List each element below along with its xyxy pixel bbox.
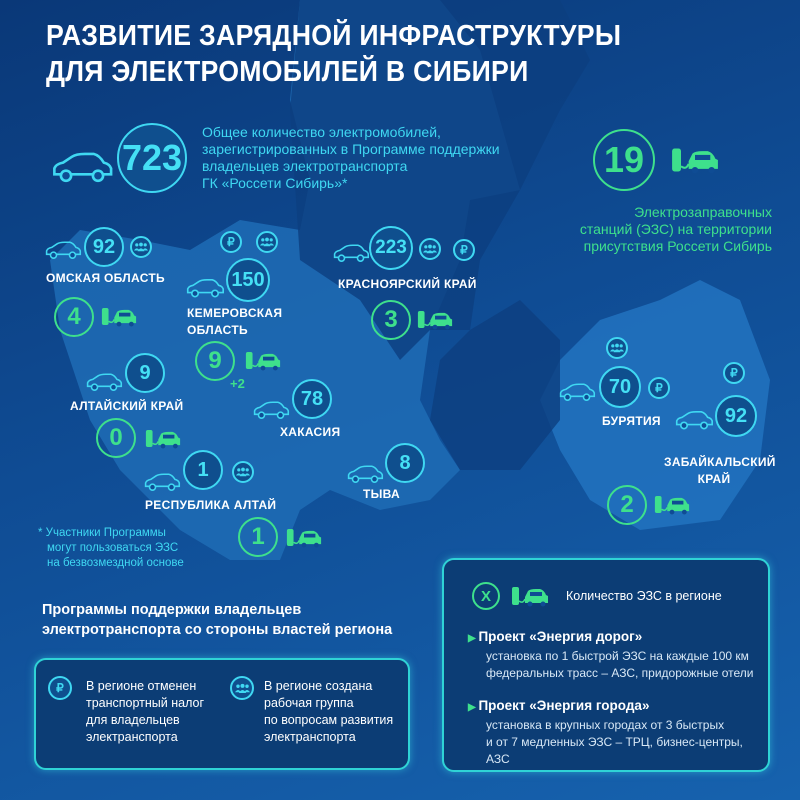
legend-symbol: X — [472, 582, 500, 610]
ruble-icon: ₽ — [48, 676, 72, 700]
car-icon — [333, 244, 370, 263]
ev-count: 9 — [125, 353, 165, 393]
car-icon — [45, 241, 82, 260]
map-krasnoyarsk-dark — [290, 0, 590, 360]
total-ev-description: Общее количество электромобилей, зарегист… — [202, 124, 500, 191]
region-name: ОМСКАЯ ОБЛАСТЬ — [46, 271, 165, 285]
ev-count: 92 — [84, 227, 124, 267]
ruble-icon: ₽ — [220, 231, 242, 253]
ruble-icon: ₽ — [723, 362, 745, 384]
people-icon — [419, 238, 441, 260]
station-extra: +2 — [230, 376, 245, 391]
total-stations-count: 19 — [593, 129, 655, 191]
people-icon — [230, 676, 254, 700]
region-name: ХАКАСИЯ — [280, 425, 341, 439]
bullet-icon: ▶ — [468, 702, 479, 713]
people-icon — [256, 231, 278, 253]
charger-car-icon — [101, 307, 137, 327]
project-city: ▶ Проект «Энергия города» установка в кр… — [468, 698, 743, 766]
legend-label: Количество ЭЗС в регионе — [566, 589, 722, 603]
map-irkutsk — [430, 300, 560, 470]
station-count: 0 — [96, 418, 136, 458]
region-name: БУРЯТИЯ — [602, 414, 661, 428]
ev-count: 70 — [599, 366, 641, 408]
station-count: 4 — [54, 297, 94, 337]
car-icon — [559, 383, 596, 402]
page-title: РАЗВИТИЕ ЗАРЯДНОЙ ИНФРАСТРУКТУРЫ ДЛЯ ЭЛЕ… — [46, 20, 622, 88]
car-icon — [186, 278, 225, 298]
region-name: КРАСНОЯРСКИЙ КРАЙ — [338, 277, 477, 291]
region-name: ЗАБАЙКАЛЬСКИЙ КРАЙ — [664, 455, 776, 486]
ev-count: 1 — [183, 450, 223, 490]
station-count: 9 — [195, 341, 235, 381]
people-icon — [130, 236, 152, 258]
charger-car-icon — [417, 310, 453, 330]
people-icon — [606, 337, 628, 359]
car-icon — [347, 465, 384, 484]
ev-count: 78 — [292, 379, 332, 419]
region-name: КЕМЕРОВСКАЯ ОБЛАСТЬ — [187, 306, 283, 337]
legend-box: X Количество ЭЗС в регионе ▶ Проект «Эне… — [442, 558, 770, 772]
people-icon — [232, 461, 254, 483]
ev-count: 92 — [715, 395, 757, 437]
ev-count: 223 — [369, 226, 413, 270]
charger-car-icon — [671, 147, 719, 174]
ruble-icon: ₽ — [648, 377, 670, 399]
ev-count: 150 — [226, 258, 270, 302]
support-box: ₽ В регионе отменен транспортный налог для… — [34, 658, 410, 770]
support-item-working-group: В регионе создана рабочая группа по вопрос… — [264, 679, 394, 744]
total-stations-description: Электрозаправочных станций (ЭЗС) на терри… — [579, 204, 772, 254]
support-heading: Программы поддержки владельцев электротра… — [42, 602, 393, 638]
charger-car-icon — [654, 495, 690, 515]
ev-count: 8 — [385, 443, 425, 483]
car-icon — [86, 373, 123, 392]
region-name: АЛТАЙСКИЙ КРАЙ — [70, 399, 184, 413]
station-count: 3 — [371, 300, 411, 340]
charger-car-icon — [511, 586, 549, 607]
region-name: ТЫВА — [363, 487, 401, 501]
charger-car-icon — [286, 528, 322, 548]
car-icon — [675, 410, 714, 430]
car-icon — [144, 473, 181, 492]
total-ev-count: 723 — [117, 123, 187, 193]
project-roads: ▶ Проект «Энергия дорог» установка по 1 … — [468, 629, 754, 680]
charger-car-icon — [145, 429, 181, 449]
ruble-icon: ₽ — [453, 239, 475, 261]
car-icon — [52, 152, 113, 183]
region-name: РЕСПУБЛИКА АЛТАЙ — [145, 498, 277, 512]
car-icon — [253, 401, 290, 420]
station-count: 2 — [607, 485, 647, 525]
station-count: 1 — [238, 517, 278, 557]
support-item-tax: В регионе отменен транспортный налог для в… — [86, 679, 205, 744]
bullet-icon: ▶ — [468, 633, 479, 644]
footnote: * Участники Программы могут пользоваться … — [38, 527, 184, 569]
map-east — [540, 280, 770, 530]
charger-car-icon — [245, 351, 281, 371]
